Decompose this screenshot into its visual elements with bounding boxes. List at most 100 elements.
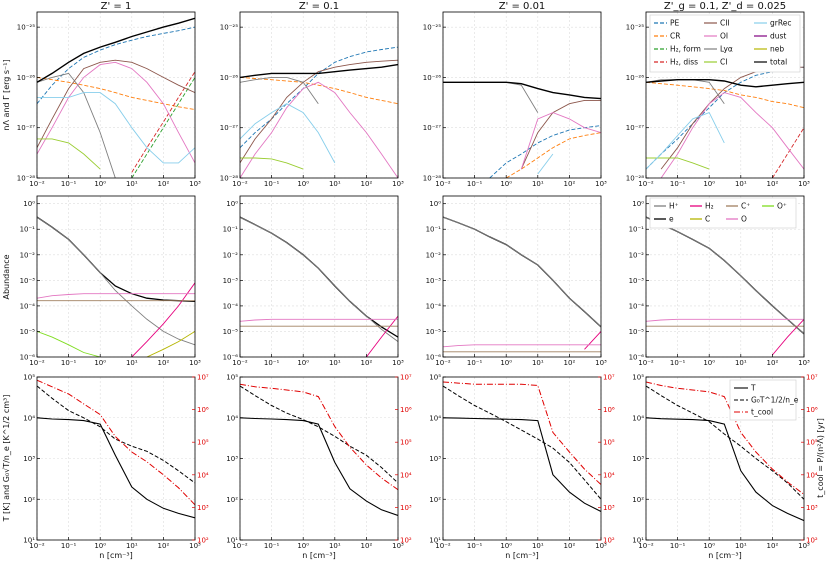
series-line-T	[240, 417, 398, 517]
x-tick-label: 10⁰	[94, 359, 106, 367]
axes-frame	[36, 11, 196, 179]
series-line-e	[37, 216, 195, 303]
y-tick-label: 10⁻¹	[426, 226, 442, 234]
y-tick-label: 10⁻²⁷	[220, 124, 238, 132]
y2-tick-label: 10⁵	[806, 439, 818, 447]
legend-label: G₀T^1/2/n_e	[751, 396, 799, 405]
panel-title-3: Z'_g = 0.1, Z'_d = 0.025	[664, 1, 786, 12]
y-tick-label: 10⁻⁶	[223, 354, 239, 362]
series-line-O	[240, 318, 398, 322]
legend-label: C	[705, 215, 710, 224]
series-line-total	[443, 81, 601, 100]
series-line-total	[646, 79, 804, 88]
series-line-grRec	[646, 112, 725, 170]
x-tick-label: 10³	[189, 180, 201, 188]
series-line-t-cool	[37, 379, 195, 506]
x-tick-label: 10²	[361, 542, 373, 550]
series-line-G-T-1-2-n-e	[443, 385, 601, 500]
y2-tick-label: 10⁷	[197, 374, 209, 382]
x-tick-label: 10³	[595, 359, 607, 367]
y-tick-label: 10⁻²⁶	[220, 74, 238, 82]
axes-frame	[442, 376, 602, 541]
legend-label: Lyα	[720, 45, 733, 54]
y-tick-label: 10⁵	[226, 374, 238, 382]
panel-0-abundance: 10⁻² 10⁻¹ 10⁰ 10¹ 10² 10³ 10⁻⁶ 10⁻⁵ 10⁻⁴ 10⁻³ 10⁻²…	[20, 195, 201, 367]
y-tick-label: 10⁻²⁶	[423, 74, 441, 82]
y2-tick-label: 10⁵	[197, 439, 209, 447]
x-axis-label: n [cm⁻³]	[99, 551, 132, 560]
y-tick-label: 10⁻⁵	[629, 328, 645, 336]
series-line-C	[146, 331, 195, 357]
series-group	[646, 66, 804, 178]
series-line-CR	[505, 132, 601, 178]
series-line-grRec	[37, 92, 195, 164]
y2-tick-label: 10⁵	[603, 439, 615, 447]
x-tick-label: 10³	[595, 180, 607, 188]
x-tick-label: 10³	[798, 359, 810, 367]
panel-1-heating_cooling: 10⁻² 10⁻¹ 10⁰ 10¹ 10² 10³ 10⁻²⁸ 10⁻²⁷ 10⁻²⁶ 10⁻²⁵	[220, 11, 404, 188]
x-tick-label: 10²	[361, 180, 373, 188]
series-line-total	[37, 17, 195, 83]
series-line-CR	[240, 76, 398, 105]
series-line-T	[646, 417, 804, 522]
axes-frame	[645, 11, 805, 179]
series-line-e	[646, 216, 804, 335]
panel-0-temperature: 10⁻² 10⁻¹ 10⁰ 10¹ 10² 10³10¹10²10³10⁴10⁵10²10…	[23, 374, 209, 561]
legend-label: CII	[720, 19, 730, 28]
x-tick-label: 10⁻²	[29, 180, 45, 188]
legend-label: C⁺	[741, 202, 750, 211]
y-tick-label: 10⁻²⁷	[626, 124, 644, 132]
series-line-H-	[646, 216, 804, 335]
panel-1-abundance: 10⁻² 10⁻¹ 10⁰ 10¹ 10² 10³ 10⁻⁶ 10⁻⁵ 10⁻⁴ 10⁻³ 10⁻²…	[223, 195, 404, 367]
panel-3-heating_cooling: 10⁻² 10⁻¹ 10⁰ 10¹ 10² 10³ 10⁻²⁸ 10⁻²⁷ 10⁻²⁶ 10⁻²⁵	[626, 11, 810, 188]
y-tick-label: 10¹	[632, 537, 644, 545]
x-tick-label: 10⁻²	[232, 359, 248, 367]
y-tick-label: 10⁴	[429, 414, 441, 422]
y-tick-label: 10⁻⁶	[629, 354, 645, 362]
series-line-t-cool	[240, 383, 398, 491]
x-tick-label: 10²	[767, 542, 779, 550]
x-tick-label: 10⁻²	[638, 542, 654, 550]
series-line-e	[443, 216, 601, 328]
y2-tick-label: 10⁴	[603, 471, 615, 479]
x-tick-label: 10⁻²	[638, 180, 654, 188]
x-tick-label: 10²	[767, 180, 779, 188]
legend-label: O	[741, 215, 747, 224]
x-tick-label: 10⁻²	[638, 359, 654, 367]
y2-tick-label: 10²	[806, 537, 818, 545]
y-tick-label: 10⁻²⁵	[423, 24, 441, 32]
x-tick-label: 10²	[158, 359, 170, 367]
y2-tick-label: 10⁶	[806, 406, 818, 414]
axes-frame	[36, 376, 196, 541]
series-line-grRec	[240, 103, 336, 164]
y-tick-label: 10²	[632, 496, 644, 504]
x-tick-label: 10¹	[735, 542, 747, 550]
y-tick-label: 10⁻²⁵	[17, 24, 35, 32]
y-tick-label: 10³	[429, 455, 441, 463]
y2-tick-label: 10⁴	[400, 471, 412, 479]
series-line-T	[443, 417, 601, 512]
x-tick-label: 10¹	[532, 180, 544, 188]
series-line-H-	[443, 216, 601, 328]
y-tick-label: 10⁻⁶	[426, 354, 442, 362]
y-tick-label: 10⁻¹	[223, 226, 239, 234]
y-tick-label: 10⁻²⁵	[626, 24, 644, 32]
y2-tick-label: 10²	[197, 537, 209, 545]
x-tick-label: 10⁰	[94, 180, 106, 188]
y-tick-label: 10⁻²⁸	[423, 175, 441, 183]
series-line-PE	[37, 26, 195, 104]
x-tick-label: 10⁻²	[29, 542, 45, 550]
series-line-H-	[131, 282, 195, 357]
y2-tick-label: 10⁷	[806, 374, 818, 382]
legend-label: e	[669, 215, 674, 224]
series-line-grRec	[537, 153, 554, 175]
series-line-CII	[240, 59, 398, 164]
legend-label: H₂, diss	[670, 58, 698, 67]
x-tick-label: 10⁰	[500, 180, 512, 188]
series-line-Ly-	[443, 81, 539, 113]
legend-label: grRec	[770, 19, 791, 28]
x-tick-label: 10²	[158, 180, 170, 188]
x-tick-label: 10³	[798, 542, 810, 550]
y-tick-label: 10⁻³	[426, 277, 442, 285]
